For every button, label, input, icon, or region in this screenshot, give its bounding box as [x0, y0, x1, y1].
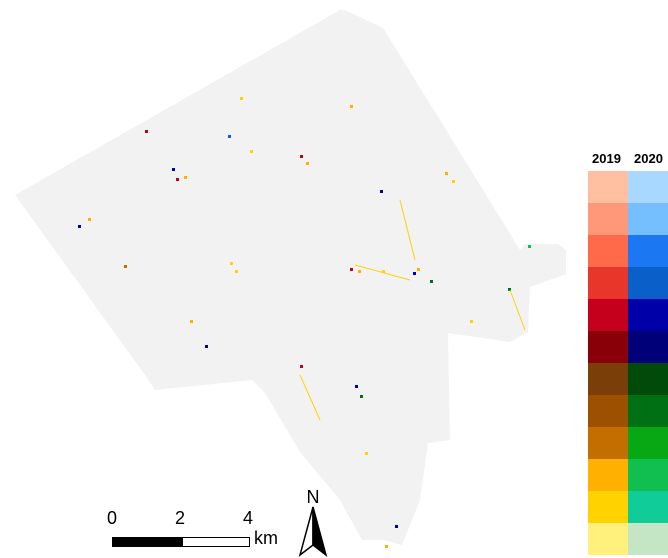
change-patch: [452, 180, 455, 183]
legend-row-jun: Jun: [548, 331, 668, 363]
change-patch: [145, 130, 148, 133]
scale-tick-0: 0: [107, 508, 118, 528]
legend-swatch-2019: [588, 523, 628, 555]
change-patch: [358, 270, 361, 273]
legend-swatch-2019: [588, 235, 628, 267]
change-patch: [250, 150, 253, 153]
legend-swatch-2019: [588, 331, 628, 363]
legend-swatch-2020: [628, 395, 668, 427]
change-patch: [355, 385, 358, 388]
linear-feature: [299, 374, 321, 421]
change-patch: [190, 320, 193, 323]
scale-bar-white-segment: [182, 537, 250, 547]
legend-swatch-2019: [588, 267, 628, 299]
legend-header-2019: 2019: [592, 151, 621, 166]
legend-row-may: May: [548, 299, 668, 331]
change-patch: [350, 105, 353, 108]
linear-feature: [354, 264, 411, 281]
north-arrow-icon: N: [298, 487, 328, 557]
legend-row-mar: Mar: [548, 235, 668, 267]
change-patch: [235, 270, 238, 273]
legend-swatch-2019: [588, 395, 628, 427]
change-patch: [300, 155, 303, 158]
legend-row-jul: Jul: [548, 363, 668, 395]
legend-header-2020: 2020: [634, 151, 663, 166]
study-area-map: [15, 10, 566, 548]
change-patch: [508, 288, 511, 291]
change-patch: [385, 545, 388, 548]
change-patch: [413, 272, 416, 275]
legend-swatch-2020: [628, 491, 668, 523]
change-patch: [382, 270, 385, 273]
linear-feature: [399, 199, 416, 261]
legend-swatch-2019: [588, 171, 628, 203]
change-patch: [360, 395, 363, 398]
legend-swatch-2020: [628, 267, 668, 299]
scale-tick-4: 4: [243, 508, 254, 528]
change-patch: [124, 265, 127, 268]
legend-swatch-2020: [628, 235, 668, 267]
legend-swatch-2019: [588, 363, 628, 395]
change-patch: [78, 225, 81, 228]
legend-swatch-2019: [588, 459, 628, 491]
legend-swatch-2019: [588, 491, 628, 523]
legend-swatch-2019: [588, 299, 628, 331]
study-area-polygon: [15, 10, 566, 545]
legend-row-feb: Feb: [548, 203, 668, 235]
legend-row-aug: Aug: [548, 395, 668, 427]
change-patch: [205, 345, 208, 348]
legend-swatch-2020: [628, 363, 668, 395]
scale-bar: 0 2 4 km: [100, 508, 290, 553]
change-patch: [230, 262, 233, 265]
legend-row-sep: Sep: [548, 427, 668, 459]
legend-swatch-2020: [628, 299, 668, 331]
change-patch: [417, 268, 420, 271]
change-patch: [470, 320, 473, 323]
legend-row-jan: Jan: [548, 171, 668, 203]
scale-unit: km: [254, 528, 278, 548]
change-patch: [176, 178, 179, 181]
north-label: N: [307, 487, 320, 507]
change-patch: [350, 268, 353, 271]
legend-swatch-2020: [628, 523, 668, 555]
legend-swatch-2020: [628, 459, 668, 491]
change-patch: [430, 280, 433, 283]
linear-feature: [509, 289, 526, 331]
change-patch: [172, 168, 175, 171]
change-patch: [528, 245, 531, 248]
change-patch: [306, 162, 309, 165]
change-patch: [184, 176, 187, 179]
legend-swatch-2020: [628, 331, 668, 363]
change-patch: [365, 452, 368, 455]
legend-row-nov: Nov: [548, 491, 668, 523]
legend-swatch-2020: [628, 427, 668, 459]
change-patch: [300, 365, 303, 368]
change-patches: [78, 97, 531, 548]
legend-swatch-2019: [588, 203, 628, 235]
legend-swatch-2019: [588, 427, 628, 459]
scale-tick-2: 2: [175, 508, 186, 528]
scale-bar-black-segment: [112, 537, 182, 547]
legend-swatch-2020: [628, 171, 668, 203]
legend-swatch-2020: [628, 203, 668, 235]
legend-row-dec: Dec: [548, 523, 668, 555]
change-patch: [88, 218, 91, 221]
change-patch: [395, 525, 398, 528]
change-patch: [445, 172, 448, 175]
change-patch: [380, 190, 383, 193]
legend-row-oct: Oct: [548, 459, 668, 491]
change-patch: [240, 97, 243, 100]
change-patch: [228, 135, 231, 138]
legend-row-apr: Apr: [548, 267, 668, 299]
